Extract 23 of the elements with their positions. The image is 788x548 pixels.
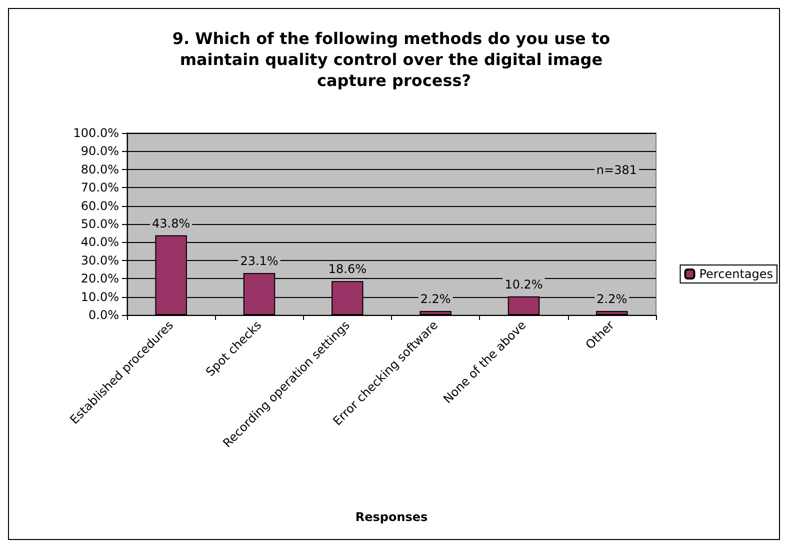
legend-label: Percentages [699, 267, 774, 281]
y-tick-label: 80.0% [80, 162, 119, 176]
data-label: 23.1% [240, 254, 278, 268]
y-tick-label: 10.0% [80, 290, 119, 304]
data-label: 2.2% [420, 292, 451, 306]
x-axis-title: Responses [355, 510, 428, 524]
chart-title: 9. Which of the following methods do you use to maintain quality control over the digital image capture process? [172, 29, 616, 90]
y-tick-label: 90.0% [80, 144, 119, 158]
y-tick-label: 60.0% [80, 198, 119, 213]
data-label: 43.8% [152, 216, 190, 230]
data-label: 2.2% [596, 292, 628, 306]
data-label: 10.2% [504, 277, 543, 292]
y-tick-label: 40.0% [80, 235, 119, 250]
y-tick-label: 100.0% [73, 126, 119, 140]
y-tick-label: 20.0% [80, 272, 119, 286]
data-label: 18.6% [328, 262, 366, 276]
y-tick-label: 70.0% [80, 180, 119, 195]
y-tick-label: 50.0% [80, 217, 119, 231]
bar [420, 310, 452, 315]
bar [596, 310, 628, 315]
y-tick-label: 30.0% [80, 253, 119, 268]
y-tick-label: 0.0% [88, 308, 119, 322]
annotation: n=381 [596, 163, 638, 177]
